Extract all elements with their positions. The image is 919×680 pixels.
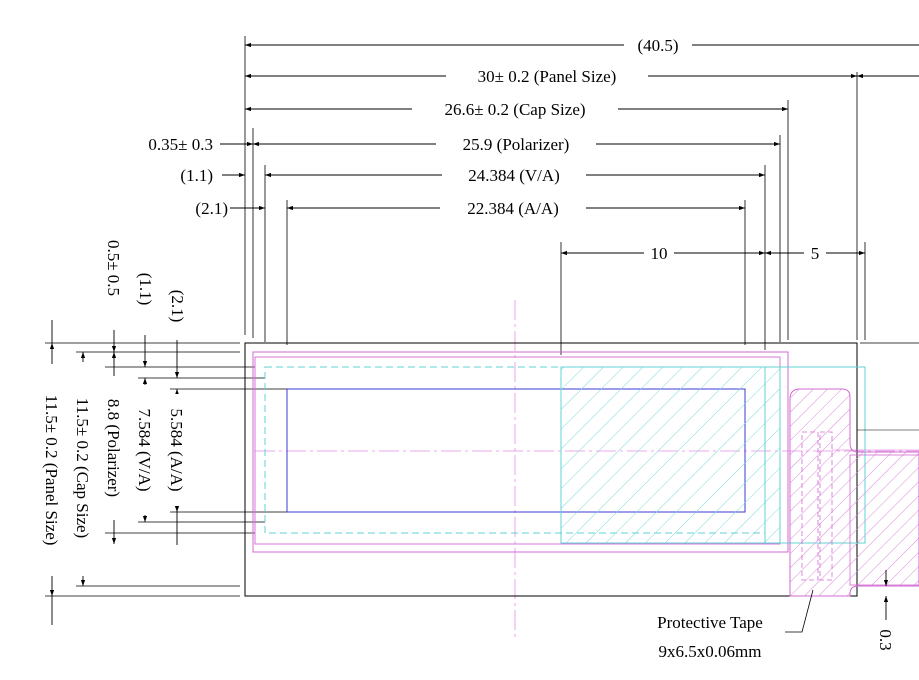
dim-five-label: 5	[811, 244, 820, 263]
dim-v-gap-label: 0.3	[876, 629, 895, 650]
cap-outline	[252, 351, 789, 553]
vertical-extension-lines	[244, 36, 866, 355]
callout-line-2: 9x6.5x0.06mm	[659, 642, 762, 661]
dim-cap-label: 26.6± 0.2 (Cap Size)	[444, 100, 585, 119]
dim-overall-label: (40.5)	[637, 36, 678, 55]
callout-line-1: Protective Tape	[657, 613, 763, 632]
hatched-region	[560, 366, 781, 544]
dim-v-va-offset-label: (1.1)	[136, 273, 155, 306]
dim-v-cap-label: 11.5± 0.2 (Cap Size)	[73, 398, 92, 538]
protective-tape-callout: Protective Tape 9x6.5x0.06mm	[657, 613, 763, 661]
dim-va-label: 24.384 (V/A)	[468, 166, 560, 185]
dim-v-pol-offset-label: 0.5± 0.5	[104, 240, 123, 296]
dim-aa-offset-label: (2.1)	[195, 199, 228, 218]
dim-ten-label: 10	[651, 244, 668, 263]
protective-tape-left	[801, 431, 819, 581]
dim-v-va-label: 7.584 (V/A)	[135, 408, 154, 491]
dim-pol-offset-label: 0.35± 0.3	[148, 135, 213, 154]
dim-v-panel-label: 11.5± 0.2 (Panel Size)	[42, 395, 61, 546]
horizontal-dimension-labels: (40.5) 30± 0.2 (Panel Size) 26.6± 0.2 (C…	[148, 34, 826, 264]
protective-tape-leader	[785, 589, 814, 633]
dim-v-polarizer-label: 8.8 (Polarizer)	[104, 399, 123, 497]
panel-geometry	[244, 342, 866, 597]
fpc-region	[789, 388, 919, 597]
vertical-dimension-labels: 0.5± 0.5 (1.1) (2.1) 11.5± 0.2 (Panel Si…	[39, 240, 895, 651]
dim-aa-label: 22.384 (A/A)	[467, 199, 559, 218]
dim-v-aa-offset-label: (2.1)	[168, 290, 187, 323]
dim-v-aa-label: 5.584 (A/A)	[167, 408, 186, 491]
dim-polarizer-label: 25.9 (Polarizer)	[463, 135, 570, 154]
fpc-tail-shape	[789, 388, 919, 597]
dim-va-offset-label: (1.1)	[180, 166, 213, 185]
dim-panel-label: 30± 0.2 (Panel Size)	[478, 67, 617, 86]
